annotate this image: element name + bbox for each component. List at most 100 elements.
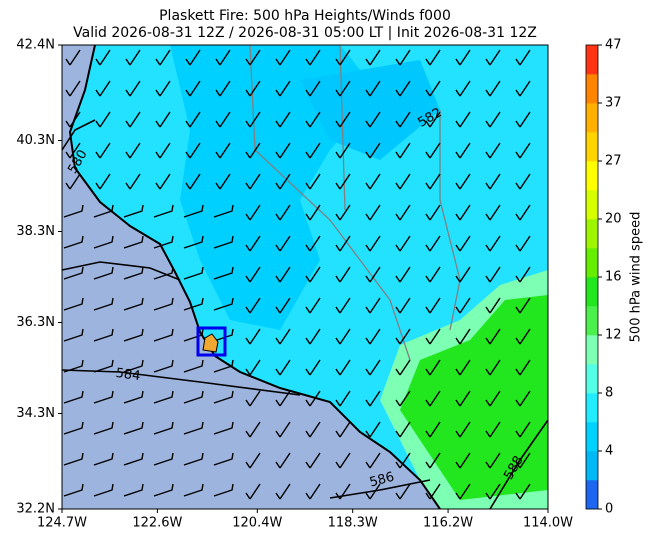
wind-barb <box>455 235 471 252</box>
wind-barb <box>275 49 291 66</box>
wind-barb <box>215 80 231 97</box>
wind-barb <box>425 452 441 469</box>
wind-barb <box>153 390 174 404</box>
wind-barb <box>455 111 471 128</box>
wind-barb <box>275 142 291 159</box>
wind-barb <box>365 80 381 97</box>
wind-barb <box>213 452 234 466</box>
wind-barb <box>395 452 411 469</box>
wind-barb <box>365 359 381 376</box>
wind-barb <box>213 359 234 373</box>
wind-barb <box>455 142 471 159</box>
wind-barb <box>425 328 441 345</box>
wind-barb <box>515 266 531 283</box>
wind-barb <box>305 390 321 407</box>
wind-barb <box>365 204 381 221</box>
wind-barb <box>183 452 204 466</box>
height-contour <box>61 119 549 510</box>
wind-barb <box>275 80 291 97</box>
wind-barb <box>245 111 261 128</box>
wind-barb <box>335 173 351 190</box>
wind-barb <box>425 80 441 97</box>
wind-barb <box>485 359 501 376</box>
wind-barb <box>185 142 201 159</box>
wind-barb <box>335 204 351 221</box>
colorbar-segment <box>586 306 598 336</box>
wind-barb <box>395 111 411 128</box>
wind-barb <box>63 421 84 435</box>
contour-label: 584 <box>115 366 142 384</box>
wind-barb <box>183 390 204 404</box>
wind-barb <box>335 49 351 66</box>
wind-barb <box>335 142 351 159</box>
wind-barb <box>63 235 84 249</box>
wind-barb <box>153 359 174 373</box>
wind-barb <box>93 452 114 466</box>
wind-barb <box>123 421 144 435</box>
wind-barb <box>95 173 111 190</box>
wind-barb <box>63 483 84 497</box>
wind-barb <box>395 421 411 438</box>
colorbar-segment <box>586 74 598 104</box>
wind-barb <box>335 483 351 500</box>
wind-barb <box>305 483 321 500</box>
wind-barb <box>305 421 321 438</box>
wind-barb <box>305 235 321 252</box>
wind-barb <box>93 359 114 373</box>
wind-barb <box>485 452 501 469</box>
wind-barb <box>93 421 114 435</box>
wind-barb <box>395 173 411 190</box>
colorbar-segment <box>586 45 598 75</box>
wind-barb <box>365 235 381 252</box>
wind-barb <box>65 111 81 128</box>
x-tick-label: 122.6W <box>132 516 182 531</box>
wind-barb <box>93 390 114 404</box>
wind-barb <box>515 80 531 97</box>
wind-barb <box>275 235 291 252</box>
wind-region <box>400 295 548 500</box>
wind-barb <box>275 421 291 438</box>
wind-barb <box>305 359 321 376</box>
wind-barb <box>215 49 231 66</box>
wind-barb <box>245 80 261 97</box>
wind-barb <box>245 390 261 407</box>
wind-barb <box>305 328 321 345</box>
wind-barb <box>425 483 441 500</box>
wind-barb <box>123 452 144 466</box>
wind-barb <box>123 328 144 342</box>
coastline <box>68 44 441 510</box>
wind-barb <box>123 235 144 249</box>
wind-barb <box>275 266 291 283</box>
y-tick-label: 38.3N <box>16 224 55 239</box>
wind-barb <box>155 173 171 190</box>
wind-barb <box>93 328 114 342</box>
wind-barb <box>125 173 141 190</box>
wind-barb <box>63 266 84 280</box>
wind-barb <box>63 204 84 218</box>
wind-barb <box>515 421 531 438</box>
x-tick-label: 118.3W <box>328 516 378 531</box>
wind-region <box>300 60 440 160</box>
wind-barb <box>245 235 261 252</box>
wind-barb <box>153 297 174 311</box>
y-tick-label: 42.4N <box>16 38 55 53</box>
wind-barb <box>515 142 531 159</box>
colorbar-segment <box>586 103 598 133</box>
colorbar-tick-label: 27 <box>605 154 622 169</box>
wind-barb <box>485 421 501 438</box>
wind-barb <box>365 142 381 159</box>
wind-barb <box>155 142 171 159</box>
wind-barb <box>155 49 171 66</box>
wind-barb <box>275 390 291 407</box>
wind-barb <box>183 266 204 280</box>
wind-barb <box>455 173 471 190</box>
colorbar-segment <box>586 277 598 307</box>
wind-barb <box>365 483 381 500</box>
wind-barb <box>123 266 144 280</box>
wind-barb <box>123 297 144 311</box>
wind-barb <box>515 235 531 252</box>
wind-barb <box>213 421 234 435</box>
wind-barb <box>93 266 114 280</box>
wind-barb <box>185 80 201 97</box>
wind-barb <box>305 297 321 314</box>
